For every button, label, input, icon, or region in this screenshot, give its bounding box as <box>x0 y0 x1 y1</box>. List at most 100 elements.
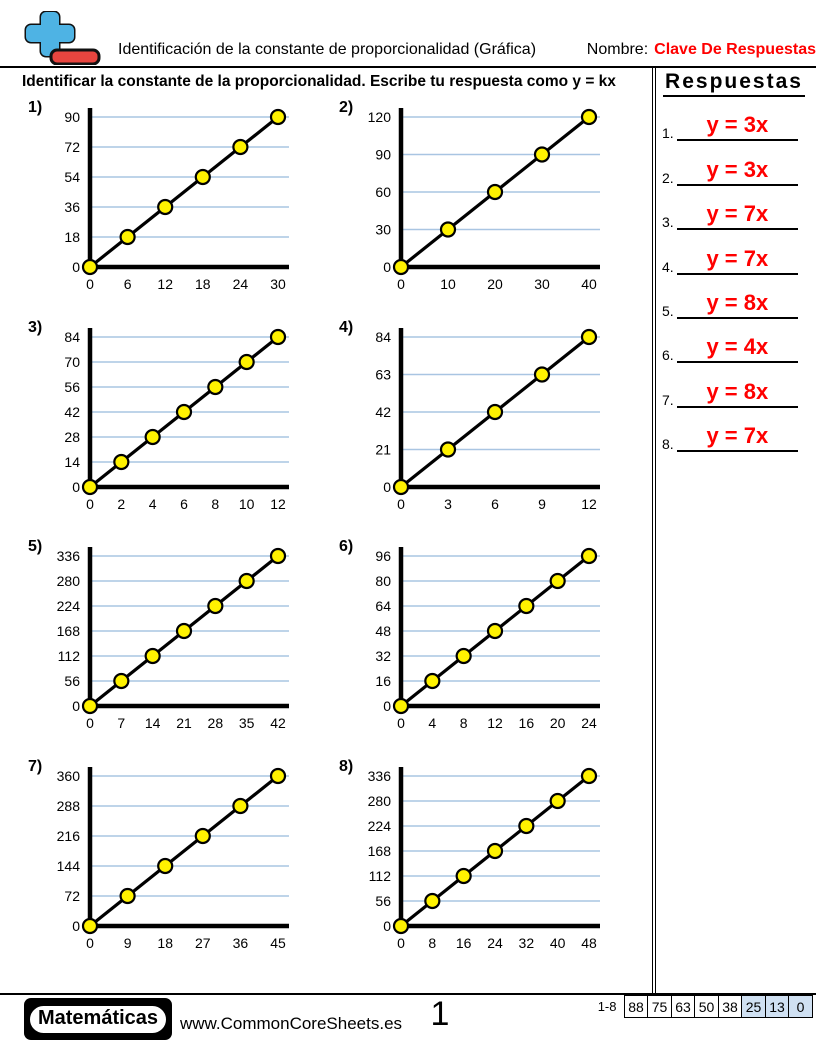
svg-text:36: 36 <box>233 935 249 951</box>
svg-text:0: 0 <box>72 259 80 275</box>
svg-text:21: 21 <box>375 441 391 457</box>
svg-text:27: 27 <box>195 935 211 951</box>
answer-number: 2. <box>662 169 674 186</box>
answer-number: 3. <box>662 214 674 231</box>
svg-text:8: 8 <box>211 496 219 512</box>
matematicas-logo: Matemáticas <box>24 998 172 1040</box>
problem-number: 1) <box>28 99 43 116</box>
svg-text:224: 224 <box>368 818 392 834</box>
svg-text:72: 72 <box>64 888 80 904</box>
header: Identificación de la constante de propor… <box>118 41 816 59</box>
svg-text:0: 0 <box>72 918 80 934</box>
svg-text:112: 112 <box>369 868 392 884</box>
instruction-text: Identificar la constante de la proporcio… <box>22 73 616 90</box>
answer-blank-line: y = 4x <box>676 336 798 364</box>
svg-text:216: 216 <box>57 828 81 844</box>
svg-text:168: 168 <box>368 843 392 859</box>
grade-cell: 88 <box>623 995 649 1018</box>
svg-text:96: 96 <box>375 548 391 564</box>
svg-text:4: 4 <box>149 496 157 512</box>
svg-text:42: 42 <box>270 715 286 731</box>
svg-text:32: 32 <box>519 935 535 951</box>
answer-blank-line: y = 7x <box>676 203 798 231</box>
grading-cells: 88 75 63 50 38 25 13 0 <box>623 995 813 1018</box>
svg-text:56: 56 <box>64 379 80 395</box>
svg-text:84: 84 <box>375 329 391 345</box>
svg-text:28: 28 <box>64 429 80 445</box>
svg-text:48: 48 <box>375 623 391 639</box>
svg-text:0: 0 <box>86 715 94 731</box>
svg-text:35: 35 <box>239 715 255 731</box>
name-label: Nombre: <box>586 41 649 58</box>
svg-text:0: 0 <box>383 698 391 714</box>
svg-text:18: 18 <box>64 229 80 245</box>
problem-number: 6) <box>339 538 354 555</box>
svg-text:24: 24 <box>487 935 503 951</box>
svg-text:54: 54 <box>64 169 80 185</box>
problem-number: 3) <box>28 318 43 336</box>
svg-text:6: 6 <box>124 276 132 292</box>
answer-row-5: 5. y = 8x <box>656 275 812 319</box>
svg-text:56: 56 <box>375 893 391 909</box>
svg-text:120: 120 <box>368 109 392 125</box>
svg-text:14: 14 <box>145 715 161 731</box>
answer-value: y = 7x <box>706 245 769 271</box>
svg-text:0: 0 <box>383 479 391 495</box>
svg-text:0: 0 <box>397 496 405 512</box>
svg-text:90: 90 <box>375 147 391 163</box>
answer-key-label: Clave De Respuestas <box>654 41 816 58</box>
svg-text:20: 20 <box>487 276 503 292</box>
svg-text:40: 40 <box>550 935 566 951</box>
svg-text:24: 24 <box>233 276 249 292</box>
answer-row-1: 1. y = 3x <box>656 97 812 142</box>
svg-text:12: 12 <box>157 276 173 292</box>
answer-value: y = 3x <box>706 156 769 182</box>
svg-text:4: 4 <box>428 715 436 731</box>
svg-text:56: 56 <box>64 673 80 689</box>
svg-text:18: 18 <box>157 935 173 951</box>
problem-number: 4) <box>339 318 354 336</box>
svg-text:0: 0 <box>86 276 94 292</box>
grade-cell: 38 <box>717 995 743 1018</box>
grade-cell: 0 <box>788 995 813 1018</box>
answer-value: y = 7x <box>706 423 769 449</box>
proportionality-graph-1: 0 18 36 54 72 90 0 6 12 18 24 30 <box>64 108 289 292</box>
grade-cell: 63 <box>670 995 696 1018</box>
svg-text:0: 0 <box>86 935 94 951</box>
grade-cell: 25 <box>741 995 766 1018</box>
svg-text:280: 280 <box>57 573 81 589</box>
header-divider <box>0 66 816 68</box>
svg-text:280: 280 <box>368 793 392 809</box>
problem-number: 5) <box>28 538 43 555</box>
plus-minus-logo-icon <box>24 11 101 65</box>
svg-text:0: 0 <box>383 918 391 934</box>
answer-blank-line: y = 3x <box>676 156 798 186</box>
svg-text:0: 0 <box>72 698 80 714</box>
answer-blank-line: y = 7x <box>676 245 798 275</box>
svg-text:80: 80 <box>375 573 391 589</box>
proportionality-graph-7: 0 72 144 216 288 360 0 9 18 27 36 45 <box>57 766 289 951</box>
svg-text:0: 0 <box>383 259 391 275</box>
problem-cell-8: 8) 0 56 112 168 224 280 336 0 8 16 24 32 40 48 <box>331 756 642 976</box>
answer-number: 8. <box>662 436 674 453</box>
problem-number: 8) <box>339 757 354 775</box>
website-text: www.CommonCoreSheets.es <box>180 1014 403 1033</box>
answer-blank-line: y = 8x <box>676 291 798 319</box>
problem-cell-6: 6) 0 16 32 48 64 80 96 0 4 8 12 16 20 24 <box>331 536 642 756</box>
answer-row-7: 7. y = 8x <box>656 363 812 408</box>
proportionality-graph-4: 0 21 42 63 84 0 3 6 9 12 <box>375 327 600 512</box>
svg-text:360: 360 <box>57 768 81 784</box>
svg-text:16: 16 <box>375 673 391 689</box>
svg-text:168: 168 <box>57 623 81 639</box>
proportionality-graph-2: 0 30 60 90 120 0 10 20 30 40 <box>368 108 600 292</box>
svg-text:63: 63 <box>375 366 391 382</box>
svg-text:42: 42 <box>64 404 80 420</box>
answer-number: 6. <box>662 347 674 364</box>
answer-blank-line: y = 7x <box>676 423 798 453</box>
svg-text:6: 6 <box>491 496 499 512</box>
svg-text:8: 8 <box>428 935 436 951</box>
answer-value: y = 8x <box>706 378 769 404</box>
grade-cell: 75 <box>647 995 672 1018</box>
